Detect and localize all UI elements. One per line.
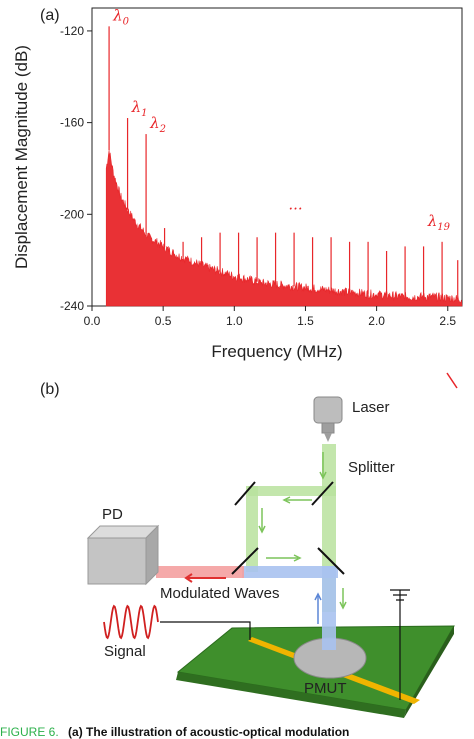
mirror-bottom-left: [231, 547, 259, 575]
x-axis-title: Frequency (MHz): [211, 342, 342, 361]
peak-ellipsis: ...: [288, 196, 302, 214]
y-tick-label: -200: [60, 207, 84, 221]
pd-box-side: [145, 524, 159, 586]
lambda19-arrow: [446, 372, 458, 389]
peak-label-19: λ19: [427, 212, 451, 233]
peak-label-0: λ0: [112, 6, 130, 27]
peaks-layer: [108, 26, 459, 299]
laser-tip: [324, 433, 332, 442]
figure-caption: FIGURE 6. (a) The illustration of acoust…: [0, 725, 349, 739]
modulated-waves-label: Modulated Waves: [160, 585, 280, 602]
red-beam: [156, 566, 244, 578]
signal-wave: [103, 604, 159, 640]
splitter-label: Splitter: [348, 459, 395, 476]
mirror-bottom-right: [317, 547, 345, 575]
ground-icon: [390, 589, 410, 601]
pmut-label: PMUT: [304, 680, 347, 697]
pcb-board-edge: [176, 672, 406, 718]
peak-label-2: λ2: [149, 114, 166, 135]
laser-label: Laser: [352, 399, 390, 416]
caption-prefix: FIGURE 6.: [0, 725, 59, 739]
y-axis-title: Displacement Magnitude (dB): [12, 45, 31, 269]
caption-text: (a) The illustration of acoustic-optical…: [68, 725, 349, 739]
splitter-top-right: [311, 481, 334, 506]
y-tick-label: -160: [60, 116, 84, 130]
y-ticks: -120 -160 -200 -240: [60, 24, 92, 313]
mirror-top-left: [234, 481, 256, 506]
x-tick-label: 0.5: [155, 314, 172, 328]
noise-floor-layer: [105, 150, 463, 307]
x-tick-label: 2.5: [439, 314, 456, 328]
laser-head: [313, 396, 343, 424]
blue-beam-horizontal: [242, 566, 338, 578]
x-tick-label: 1.5: [297, 314, 314, 328]
green-beam-horizontal-top: [248, 486, 336, 496]
y-tick-label: -240: [60, 299, 84, 313]
blue-beam-vertical: [322, 566, 336, 650]
x-ticks: 0.0 0.5 1.0 1.5 2.0 2.5: [84, 306, 456, 328]
pd-box-front: [87, 537, 147, 585]
x-tick-label: 2.0: [368, 314, 385, 328]
y-tick-label: -120: [60, 24, 84, 38]
signal-wire: [160, 621, 251, 640]
panel-a-label: (a): [40, 7, 60, 24]
pd-label: PD: [102, 506, 123, 523]
x-tick-label: 0.0: [84, 314, 101, 328]
laser-nozzle: [321, 422, 335, 434]
noise-floor-area: [105, 150, 463, 307]
signal-label: Signal: [104, 643, 146, 660]
panel-b-label: (b): [40, 381, 60, 398]
optical-setup-diagram: Laser Splitter PD Modu: [86, 396, 455, 718]
x-tick-label: 1.0: [226, 314, 243, 328]
peak-label-1: λ1: [131, 98, 148, 119]
pcb-board-side: [404, 626, 454, 718]
